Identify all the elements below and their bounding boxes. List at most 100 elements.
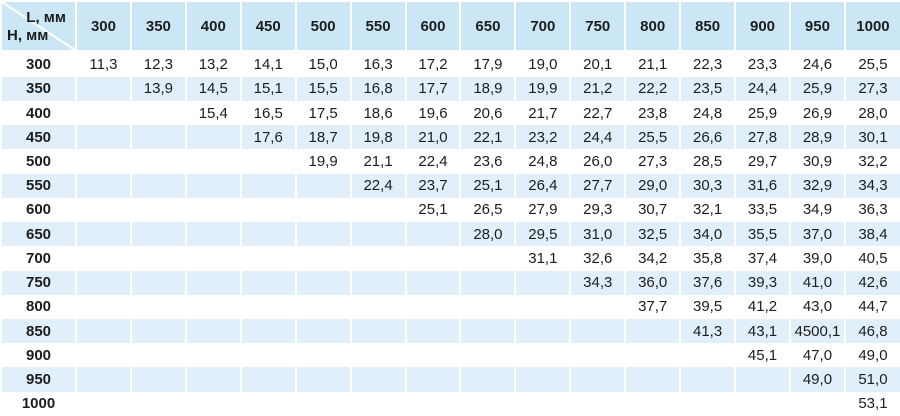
table-cell	[240, 270, 297, 295]
column-header: 350	[130, 0, 187, 52]
column-header: 300	[76, 0, 132, 52]
table-cell: 27,8	[735, 125, 791, 150]
corner-col-axis-label: L, мм	[26, 9, 66, 26]
table-cell: 24,4	[735, 76, 791, 101]
table-cell	[625, 343, 682, 368]
table-cell	[625, 319, 682, 344]
table-cell	[185, 246, 242, 271]
table-cell: 32,5	[625, 222, 682, 247]
table-cell	[460, 319, 517, 344]
table-cell	[130, 125, 187, 150]
table-cell: 46,8	[858, 322, 888, 340]
table-cell: 26,5	[460, 197, 517, 223]
table-cell	[295, 294, 352, 319]
column-header: 600	[405, 0, 462, 52]
table-cell: 40,5	[858, 249, 888, 267]
table-cell: 51,0	[858, 371, 888, 389]
table-cell: 20,1	[570, 51, 627, 77]
row-header: 950	[0, 367, 77, 392]
table-cell: 49,0	[789, 367, 846, 392]
table-cell	[405, 391, 462, 416]
table-cell: 19,0	[515, 51, 572, 77]
table-cell	[76, 270, 132, 295]
table-cell	[76, 343, 132, 368]
table-cell: 25,5	[625, 125, 682, 150]
table-cell: 27,9	[515, 197, 572, 223]
row-header: 350	[0, 76, 77, 101]
corner-cell: L, мм H, мм	[0, 0, 77, 52]
row-header: 450	[0, 125, 77, 150]
table-cell: 37,6	[680, 270, 737, 295]
table-cell	[460, 343, 517, 368]
table-cell	[185, 391, 242, 416]
table-cell: 28,0	[460, 222, 517, 247]
table-cell	[185, 294, 242, 319]
table-cell	[295, 222, 352, 247]
table-cell	[130, 100, 187, 126]
table-cell	[460, 246, 517, 271]
table-cell: 41,3	[680, 319, 737, 344]
table-cell	[570, 294, 627, 319]
row-header: 650	[0, 222, 77, 247]
table-cell: 14,1	[240, 51, 297, 77]
table-row: 600 25,1 26,5 27,9 29,3 30,7 32,1 33,5 34,9 36,3	[0, 197, 900, 223]
table-cell	[130, 343, 187, 368]
table-cell	[405, 319, 462, 344]
table-cell: 17,5	[295, 100, 352, 126]
table-cell	[460, 294, 517, 319]
table-cell	[405, 343, 462, 368]
table-cell	[240, 246, 297, 271]
table-cell	[76, 100, 132, 126]
table-cell: 27,7	[570, 173, 627, 198]
column-header: 650	[460, 0, 517, 52]
table-cell	[570, 367, 627, 392]
table-cell: 21,0	[405, 125, 462, 150]
table-cell	[680, 367, 737, 392]
table-row: 550 22,4 23,7 25,1 26,4 27,7 29,0 30,3 31,6 32,9 3…	[0, 173, 900, 198]
table-row: 450 17,6 18,7 19,8 21,0 22,1 23,2 24,4 25,5 26,6 2…	[0, 125, 900, 150]
table-cell	[295, 197, 352, 223]
diagonal-divider-line	[2, 2, 75, 50]
table-cell	[185, 125, 242, 150]
row-header: 1000	[0, 391, 77, 416]
table-cell	[240, 173, 297, 198]
table-cell	[350, 343, 407, 368]
table-cell: 26,0	[570, 149, 627, 174]
row-header: 300	[0, 51, 77, 77]
column-header: 400	[185, 0, 242, 52]
table-row: 750 34,3 36,0 37,6 39,3 41,0 42,6	[0, 270, 900, 295]
table-cell: 37,4	[735, 246, 791, 271]
table-cell	[240, 149, 297, 174]
table-cell	[350, 270, 407, 295]
table-cell	[130, 391, 187, 416]
table-cell: 26,6	[680, 125, 737, 150]
table-cell: 12,3	[130, 51, 187, 77]
table-cell: 24,4	[570, 125, 627, 150]
table-cell	[515, 367, 572, 392]
table-cell: 13,9	[130, 76, 187, 101]
table-cell: 43,0	[789, 294, 846, 319]
table-row: 500 19,9 21,1 22,4 23,6 24,8 26,0 27,3 28,5 29,7 3…	[0, 149, 900, 174]
column-header: 1000	[844, 0, 900, 52]
table-cell	[130, 270, 187, 295]
column-header: 500	[295, 0, 352, 52]
table-cell	[405, 294, 462, 319]
table-cell: 28,0	[858, 104, 888, 122]
table-cell	[735, 367, 791, 392]
table-cell: 31,6	[735, 173, 791, 198]
table-cell	[295, 343, 352, 368]
table-cell	[405, 246, 462, 271]
table-header: L, мм H, мм 300 350 400 450 500 550 600 650 700 7…	[0, 0, 900, 52]
table-cell: 36,3	[858, 201, 888, 219]
row-header: 500	[0, 149, 77, 174]
table-cell	[130, 222, 187, 247]
table-cell: 23,7	[405, 173, 462, 198]
table-cell: 15,4	[185, 100, 242, 126]
table-cell	[515, 319, 572, 344]
table-cell	[350, 319, 407, 344]
corner-row-axis-label: H, мм	[7, 27, 49, 44]
table-cell: 35,5	[735, 222, 791, 247]
column-header: 750	[570, 0, 627, 52]
table-cell: 24,8	[515, 149, 572, 174]
row-header: 600	[0, 197, 77, 223]
